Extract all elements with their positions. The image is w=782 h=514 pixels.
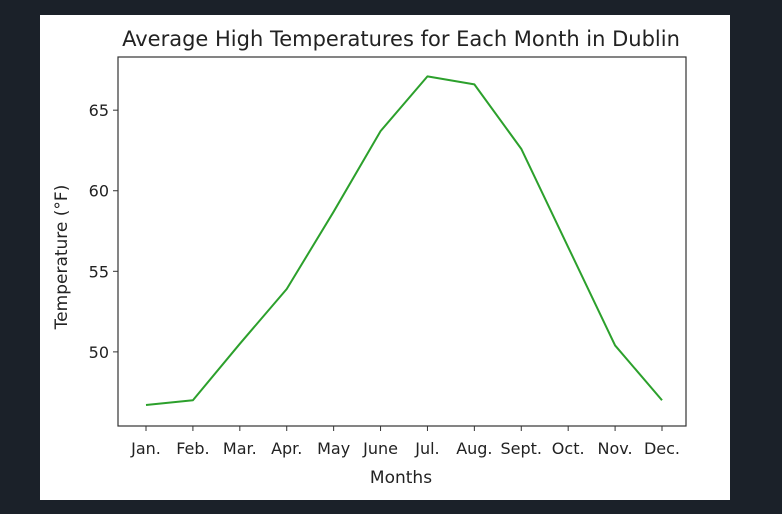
y-axis-label: Temperature (°F) — [52, 185, 72, 331]
x-tick-label: Apr. — [271, 439, 302, 458]
x-tick-label: Dec. — [644, 439, 680, 458]
chart-title: Average High Temperatures for Each Month… — [122, 27, 680, 51]
x-tick-label: Oct. — [552, 439, 585, 458]
y-tick-label: 65 — [89, 101, 109, 120]
x-tick-label: Nov. — [598, 439, 633, 458]
chart-figure: Average High Temperatures for Each Month… — [40, 15, 730, 500]
y-tick-label: 60 — [89, 182, 109, 201]
series-group — [145, 75, 663, 407]
plot-frame — [117, 56, 687, 427]
x-tick-label: Aug. — [456, 439, 492, 458]
x-tick-label: Mar. — [223, 439, 257, 458]
temperature-series-line — [145, 75, 663, 407]
x-axis-label: Months — [370, 468, 432, 488]
x-tick-label: May — [317, 439, 350, 458]
x-tick-label: Feb. — [176, 439, 209, 458]
x-tick-label: Sept. — [501, 439, 543, 458]
x-tick-label: June — [362, 439, 398, 458]
x-tick-label: Jul. — [414, 439, 439, 458]
y-tick-label: 50 — [89, 343, 109, 362]
y-tick-label: 55 — [89, 262, 109, 281]
y-axis: 50 55 60 65 — [89, 101, 118, 362]
line-chart: Average High Temperatures for Each Month… — [52, 27, 687, 488]
x-tick-label: Jan. — [130, 439, 161, 458]
x-axis: Jan. Feb. Mar. Apr. May June Jul. Aug. Sept. Oct.… — [130, 426, 680, 458]
